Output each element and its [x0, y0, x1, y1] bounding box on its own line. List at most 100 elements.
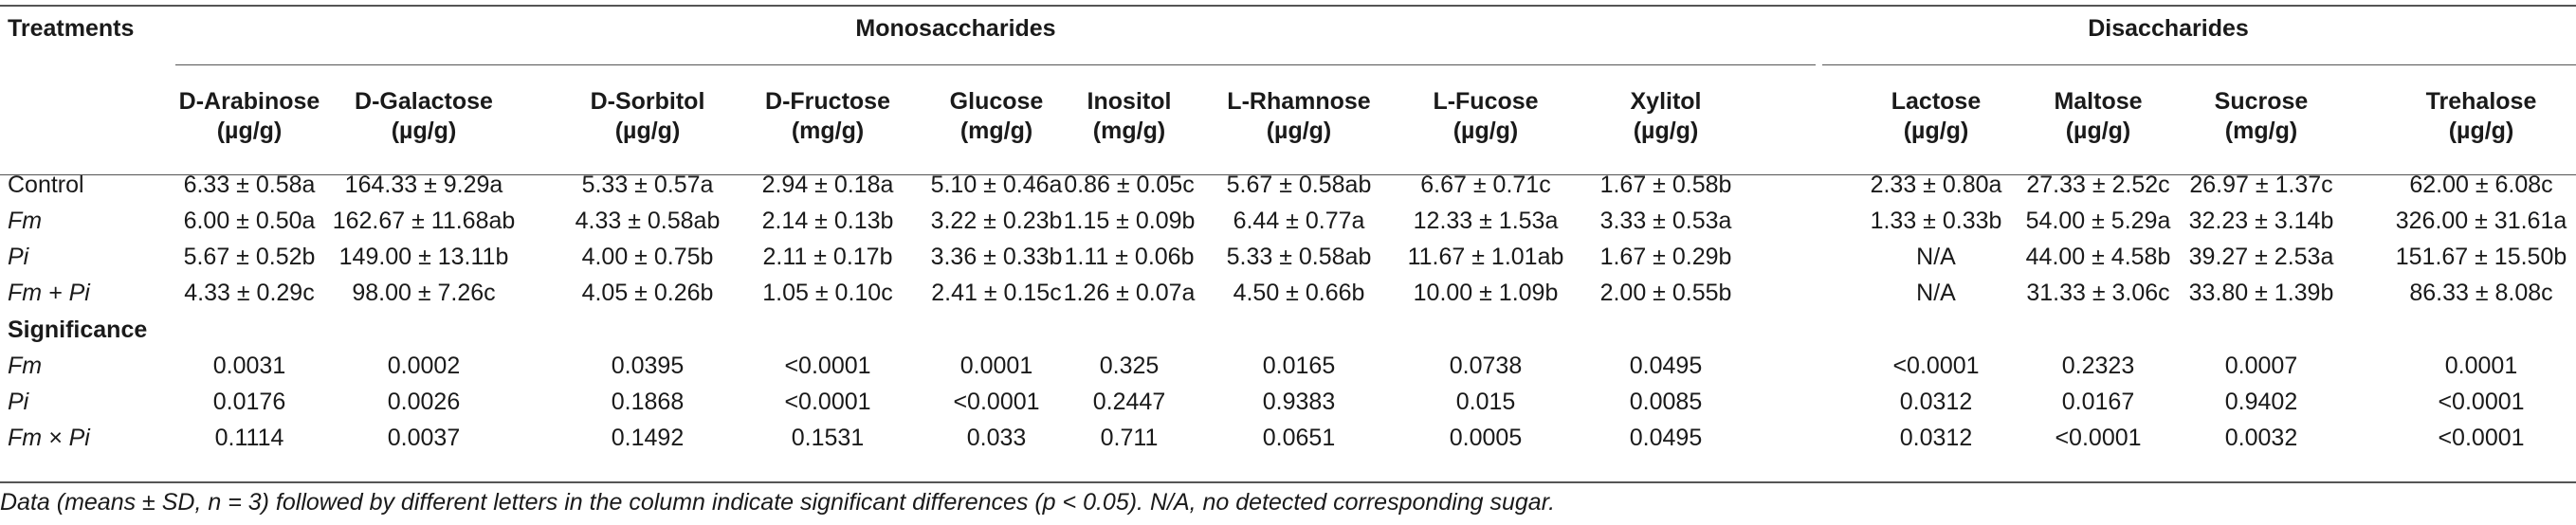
- significance-cell: <0.0001: [2055, 425, 2142, 451]
- significance-cell: 0.0312: [1899, 389, 1973, 415]
- table-cell: 1.11 ± 0.06b: [1064, 244, 1195, 270]
- significance-cell: <0.0001: [784, 389, 871, 415]
- column-header-d-galactose: D-Galactose (µg/g): [355, 87, 493, 146]
- table-cell: 6.67 ± 0.71c: [1420, 172, 1551, 198]
- column-unit: (µg/g): [2065, 118, 2131, 144]
- table-cell: 1.67 ± 0.58b: [1599, 172, 1732, 198]
- table-cell: 32.23 ± 3.14b: [2188, 208, 2334, 234]
- table-cell: 2.33 ± 0.80a: [1870, 172, 2002, 198]
- column-header-inositol: Inositol (mg/g): [1087, 87, 1172, 146]
- significance-cell: 0.0001: [959, 353, 1033, 379]
- significance-cell: 0.1492: [611, 425, 685, 451]
- significance-cell: 0.0176: [212, 389, 286, 415]
- table-cell: 6.00 ± 0.50a: [183, 208, 316, 234]
- table-cell: 39.27 ± 2.53a: [2188, 244, 2334, 270]
- significance-row-label: Pi: [8, 389, 29, 415]
- significance-cell: 0.0651: [1262, 425, 1336, 451]
- significance-cell: 0.015: [1455, 389, 1516, 415]
- column-name: D-Galactose: [355, 88, 493, 115]
- table-cell: 2.00 ± 0.55b: [1599, 280, 1732, 306]
- column-unit: (mg/g): [959, 118, 1033, 144]
- significance-cell: 0.0005: [1449, 425, 1523, 451]
- significance-cell: 0.2323: [2061, 353, 2135, 379]
- significance-cell: 0.0165: [1262, 353, 1336, 379]
- significance-cell: 0.1114: [214, 425, 284, 451]
- table-cell: 5.10 ± 0.46a: [930, 172, 1063, 198]
- column-unit: (mg/g): [1092, 118, 1166, 144]
- significance-cell: 0.0001: [2444, 353, 2518, 379]
- significance-cell: 0.0002: [387, 353, 461, 379]
- table-cell: 6.33 ± 0.58a: [183, 172, 316, 198]
- column-name: D-Arabinose: [178, 88, 320, 115]
- significance-cell: 0.0031: [212, 353, 286, 379]
- column-name: Xylitol: [1630, 88, 1702, 115]
- significance-cell: 0.0007: [2224, 353, 2298, 379]
- column-header-l-fucose: L-Fucose (µg/g): [1433, 87, 1538, 146]
- column-unit: (µg/g): [391, 118, 457, 144]
- significance-cell: <0.0001: [2438, 389, 2525, 415]
- table-cell: 5.33 ± 0.57a: [581, 172, 714, 198]
- table-cell: 6.44 ± 0.77a: [1233, 208, 1365, 234]
- treatments-header: Treatments: [8, 15, 135, 42]
- significance-cell: 0.0738: [1449, 353, 1523, 379]
- table-cell: 2.11 ± 0.17b: [762, 244, 893, 270]
- significance-cell: 0.0495: [1629, 353, 1703, 379]
- table-cell: 86.33 ± 8.08c: [2409, 280, 2553, 306]
- table-cell: 149.00 ± 13.11b: [338, 244, 509, 270]
- column-unit: (mg/g): [791, 118, 865, 144]
- row-label: Fm + Pi: [8, 280, 90, 306]
- significance-cell: 0.9402: [2224, 389, 2298, 415]
- table-cell: 54.00 ± 5.29a: [2025, 208, 2171, 234]
- table-cell: 62.00 ± 6.08c: [2409, 172, 2553, 198]
- column-header-sucrose: Sucrose (mg/g): [2215, 87, 2309, 146]
- top-rule: [0, 5, 2576, 7]
- row-label: Fm: [8, 208, 43, 234]
- column-name: Trehalose: [2425, 88, 2537, 115]
- significance-cell: 0.0037: [387, 425, 461, 451]
- table-cell: 162.67 ± 11.68ab: [332, 208, 516, 234]
- column-header-l-rhamnose: L-Rhamnose (µg/g): [1227, 87, 1370, 146]
- table-cell: 3.22 ± 0.23b: [930, 208, 1063, 234]
- table-cell: 4.00 ± 0.75b: [581, 244, 714, 270]
- table-cell: 151.67 ± 15.50b: [2395, 244, 2567, 270]
- column-unit: (µg/g): [2448, 118, 2514, 144]
- column-name: Inositol: [1087, 88, 1172, 115]
- footnote: Data (means ± SD, n = 3) followed by dif…: [0, 489, 1556, 516]
- column-unit: (µg/g): [1903, 118, 1969, 144]
- column-unit: (µg/g): [216, 118, 283, 144]
- significance-cell: <0.0001: [1892, 353, 1980, 379]
- column-unit: (µg/g): [1452, 118, 1519, 144]
- significance-cell: 0.1868: [611, 389, 685, 415]
- significance-cell: 0.1531: [791, 425, 865, 451]
- table-cell: 31.33 ± 3.06c: [2026, 280, 2170, 306]
- column-name: Sucrose: [2214, 88, 2309, 115]
- significance-row-label: Fm × Pi: [8, 425, 90, 451]
- table-cell: 44.00 ± 4.58b: [2025, 244, 2171, 270]
- table-cell: 2.94 ± 0.18a: [761, 172, 894, 198]
- monosaccharides-header: Monosaccharides: [855, 15, 1056, 42]
- significance-cell: 0.0395: [611, 353, 685, 379]
- significance-cell: 0.033: [966, 425, 1027, 451]
- column-name: Glucose: [949, 88, 1044, 115]
- column-header-lactose: Lactose (µg/g): [1891, 87, 1981, 146]
- table-cell: 1.05 ± 0.10c: [762, 280, 893, 306]
- table-cell: 26.97 ± 1.37c: [2189, 172, 2333, 198]
- table-cell: 11.67 ± 1.01ab: [1407, 244, 1564, 270]
- disaccharides-rule: [1822, 64, 2576, 65]
- table-cell: 5.67 ± 0.58ab: [1226, 172, 1372, 198]
- significance-header: Significance: [8, 317, 148, 343]
- significance-cell: 0.9383: [1262, 389, 1336, 415]
- column-unit: (µg/g): [614, 118, 681, 144]
- column-name: L-Fucose: [1433, 88, 1539, 115]
- table-cell: 4.33 ± 0.58ab: [575, 208, 721, 234]
- monosaccharides-rule: [175, 64, 1816, 65]
- table-cell: 164.33 ± 9.29a: [344, 172, 503, 198]
- significance-cell: 0.0026: [387, 389, 461, 415]
- significance-cell: 0.2447: [1092, 389, 1166, 415]
- table-cell: 1.67 ± 0.29b: [1599, 244, 1732, 270]
- table-cell: 2.14 ± 0.13b: [761, 208, 894, 234]
- column-name: D-Fructose: [765, 88, 890, 115]
- table-cell: N/A: [1916, 244, 1956, 270]
- table-cell: 33.80 ± 1.39b: [2188, 280, 2334, 306]
- significance-cell: 0.0312: [1899, 425, 1973, 451]
